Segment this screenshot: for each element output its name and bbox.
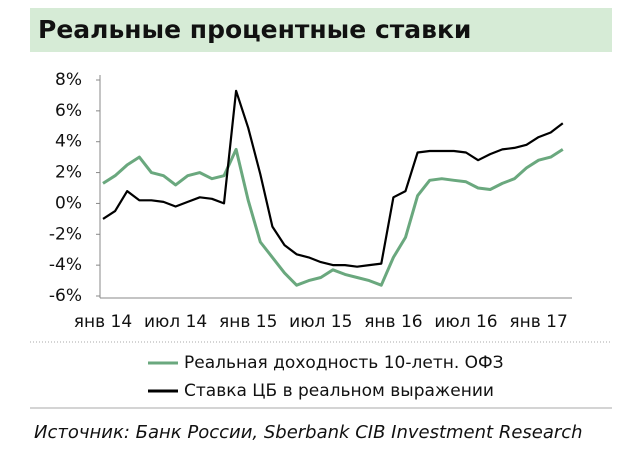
series-line xyxy=(102,89,564,268)
y-tick-label: 4% xyxy=(55,132,82,152)
y-tick-label: 6% xyxy=(55,101,82,121)
y-tick-label: 2% xyxy=(55,163,82,183)
x-tick-label: июл 15 xyxy=(289,312,352,332)
x-tick-label: янв 15 xyxy=(219,312,277,332)
y-tick-label: 8% xyxy=(55,70,82,90)
series-line xyxy=(102,147,564,287)
y-tick-label: 0% xyxy=(55,193,82,213)
y-tick-label: -4% xyxy=(49,255,82,275)
x-tick-label: янв 16 xyxy=(364,312,422,332)
y-tick-label: -2% xyxy=(49,224,82,244)
x-tick-label: июл 16 xyxy=(434,312,497,332)
x-tick-label: янв 14 xyxy=(74,312,132,332)
x-tick-label: июл 14 xyxy=(144,312,207,332)
x-tick-label: янв 17 xyxy=(509,312,567,332)
source: Источник: Банк России, Sberbank CIB Inve… xyxy=(34,422,583,443)
chart-title: Реальные процентные ставки xyxy=(38,15,471,44)
legend-label: Реальная доходность 10-летн. ОФЗ xyxy=(184,353,504,373)
legend-label: Ставка ЦБ в реальном выражении xyxy=(184,381,494,401)
y-tick-label: -6% xyxy=(49,286,82,306)
title-band xyxy=(30,8,612,52)
